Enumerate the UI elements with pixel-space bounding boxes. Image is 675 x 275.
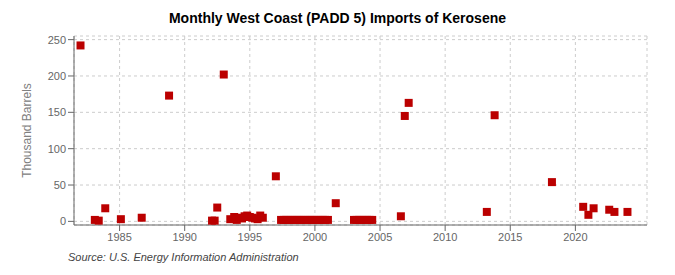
- svg-text:1995: 1995: [238, 231, 262, 243]
- svg-text:1990: 1990: [172, 231, 196, 243]
- svg-text:2015: 2015: [498, 231, 522, 243]
- svg-text:200: 200: [48, 70, 66, 82]
- svg-text:50: 50: [54, 179, 66, 191]
- svg-text:150: 150: [48, 106, 66, 118]
- svg-text:2000: 2000: [303, 231, 327, 243]
- svg-text:Thousand Barrels: Thousand Barrels: [20, 83, 34, 178]
- svg-text:2010: 2010: [433, 231, 457, 243]
- html-text:Monthly West Coast (PADD 5) Im: Monthly West Coast (PADD 5) Imports of K…: [169, 10, 506, 26]
- svg-text:100: 100: [48, 143, 66, 155]
- svg-text:1985: 1985: [107, 231, 131, 243]
- svg-text:0: 0: [60, 215, 66, 227]
- svg-text:2005: 2005: [368, 231, 392, 243]
- html-text:Source: U.S. Energy Informatio: Source: U.S. Energy Information Administ…: [68, 251, 299, 263]
- svg-text:250: 250: [48, 34, 66, 46]
- svg-text:2020: 2020: [563, 231, 587, 243]
